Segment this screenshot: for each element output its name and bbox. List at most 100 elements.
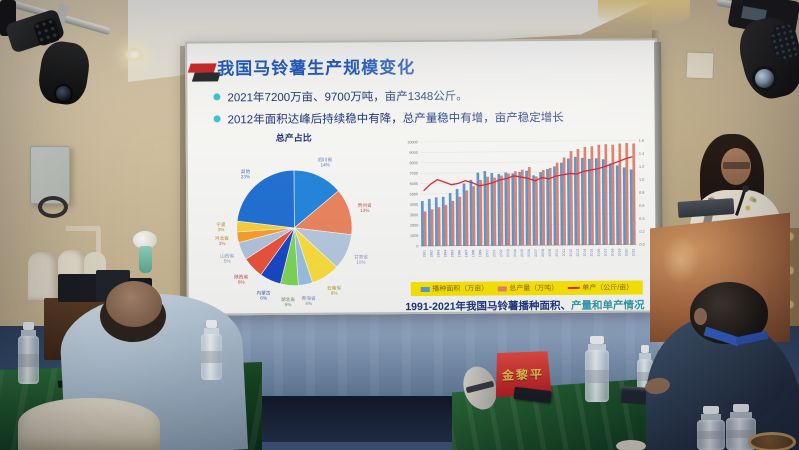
left-axis-tick: 3000 (410, 213, 418, 217)
bar (553, 166, 557, 246)
slide-title: 我国马铃薯生产规模变化 (217, 58, 416, 79)
bar (587, 158, 592, 245)
year-label: 2019 (618, 248, 622, 256)
bar (583, 146, 587, 245)
right-axis-tick: 1.6 (639, 139, 644, 143)
tea-cup (748, 432, 796, 450)
bar (521, 169, 525, 246)
pie-label: 其他 23% (241, 168, 251, 179)
bar (500, 175, 504, 246)
water-bottle (201, 320, 222, 380)
chart-legend: 播种面积（万亩） 总产量（万吨） 单产（公斤/亩） (410, 280, 643, 297)
bar (567, 158, 571, 246)
bullet-text: 2012年面积达峰后持续稳中有降，总产量稳中有增，亩产稳定增长 (227, 112, 564, 127)
pie-label: 内蒙古 6% (256, 289, 270, 300)
conduit-horizontal (66, 226, 100, 231)
recessed-downlight (125, 48, 143, 61)
bar (611, 144, 615, 245)
bar (451, 200, 455, 246)
year-label: 2003 (506, 249, 510, 257)
slide-logo-dark-bar (191, 72, 221, 82)
pie-label: 宁夏 3% (216, 221, 226, 232)
bar (555, 162, 559, 246)
right-axis-tick: 0.4 (639, 217, 644, 221)
pie-slice (293, 169, 339, 229)
pie-slice (236, 169, 295, 229)
year-label: 2014 (583, 249, 587, 257)
screen-left-shadow (180, 46, 187, 312)
conduit-vertical (96, 228, 101, 260)
bar (528, 167, 532, 246)
year-label: 1996 (457, 250, 461, 258)
bar (423, 211, 427, 247)
right-axis-tick: 1.4 (639, 152, 644, 156)
bar (525, 170, 529, 246)
pie-label: 青海省 4% (302, 295, 316, 306)
bar (462, 183, 466, 246)
pie-slice (236, 227, 295, 243)
bar (604, 144, 608, 245)
year-label: 2000 (485, 249, 489, 257)
av-equipment (58, 274, 98, 302)
flower-bouquet (133, 231, 157, 249)
bar (472, 186, 476, 246)
year-label: 2002 (499, 249, 503, 257)
year-label: 2004 (513, 249, 517, 257)
pie-label: 河北省 3% (215, 235, 229, 246)
pie-label: 山西省 5% (220, 252, 234, 263)
left-axis-tick: 1000 (410, 234, 418, 238)
year-label: 1991 (422, 250, 426, 258)
bar (601, 159, 606, 245)
year-label: 2017 (604, 249, 608, 257)
bar (546, 169, 550, 246)
caption-part-2: 产量和单产情况 (570, 299, 645, 312)
legend-label: 总产量（万吨） (509, 285, 559, 293)
gridline (420, 181, 637, 184)
bar (548, 168, 553, 246)
gridline (420, 202, 637, 205)
bar (493, 177, 497, 246)
bar (479, 179, 483, 246)
pie-label: 四川省 14% (318, 156, 332, 167)
year-label: 1999 (478, 249, 482, 257)
bar (539, 172, 543, 246)
bar (535, 176, 539, 246)
bottle-cap (590, 336, 604, 344)
bar (632, 143, 636, 245)
pie-slice (236, 220, 295, 233)
bullet-text: 2021年7200万亩、9700万吨，亩产1348公斤。 (227, 90, 468, 105)
cable-coil (38, 196, 68, 218)
bar (504, 172, 508, 246)
gridline (419, 140, 636, 143)
slide-logo-red-bar (187, 63, 217, 73)
bar (532, 175, 536, 246)
bar (421, 201, 424, 247)
presenter-glasses (723, 162, 750, 169)
bar (622, 167, 626, 245)
left-axis-tick: 7000 (410, 172, 418, 176)
x-axis (420, 244, 637, 247)
bar (576, 149, 580, 246)
bar (511, 173, 515, 246)
caption-part-1: 1991-2021年我国马铃薯播种面积、 (405, 299, 572, 314)
year-label: 2016 (597, 249, 601, 257)
bottle-cap (22, 322, 35, 330)
bar (444, 205, 448, 246)
year-label: 1995 (450, 250, 454, 258)
bottle-cap (640, 345, 650, 353)
year-label: 2018 (611, 249, 615, 257)
moving-head-lens-left (54, 84, 73, 103)
bar (430, 209, 434, 247)
bar (625, 143, 629, 245)
year-label: 2005 (520, 249, 524, 257)
year-label: 1994 (443, 250, 447, 258)
gridline (419, 161, 636, 164)
bottle-cap (205, 320, 218, 328)
legend-swatch-icon (567, 287, 580, 290)
bar (448, 193, 452, 246)
gridline (420, 192, 637, 195)
bar (490, 173, 494, 246)
bar (486, 176, 490, 246)
ceiling-cove-light (598, 0, 690, 26)
projection-screen: 我国马铃薯生产规模变化 2021年7200万亩、9700万吨，亩产1348公斤。… (185, 38, 659, 316)
